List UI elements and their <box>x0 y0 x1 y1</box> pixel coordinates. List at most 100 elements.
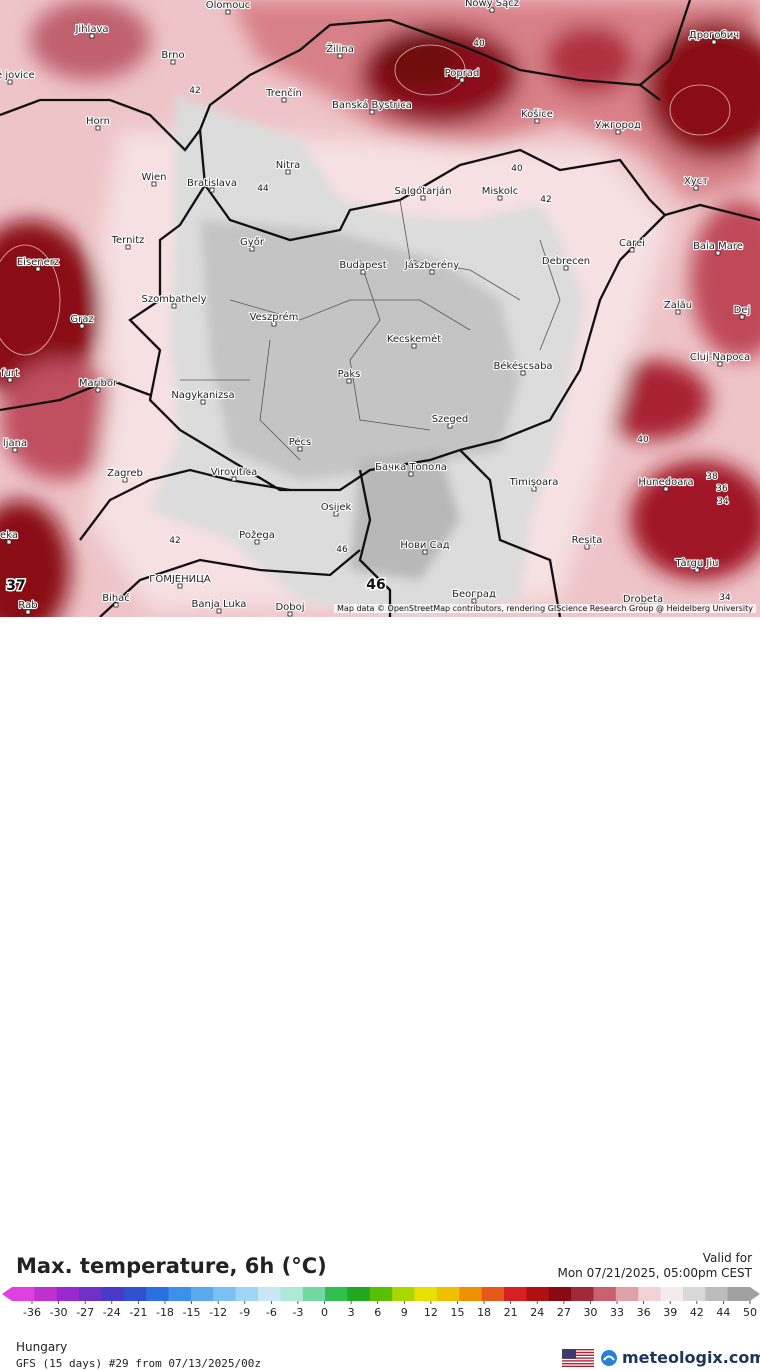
isotherm-label: 38 <box>706 472 718 482</box>
city-marker <box>447 423 453 429</box>
city-marker <box>7 377 13 383</box>
city-marker <box>360 269 366 275</box>
city-label: Banská Bystrica <box>332 99 412 111</box>
color-swatch <box>213 1287 237 1301</box>
color-swatch <box>571 1287 594 1301</box>
city-marker <box>25 609 31 615</box>
city-marker <box>151 181 157 187</box>
city-label: Bihać <box>102 592 130 604</box>
city-marker <box>497 195 503 201</box>
color-swatch <box>369 1287 393 1301</box>
temperature-map[interactable]: Olomouc Jihlava Brno Žilina Nowy Sącz Poprad Д… <box>0 0 760 617</box>
color-swatch <box>414 1287 438 1301</box>
us-flag-icon[interactable] <box>562 1349 594 1367</box>
scale-tick-label: 0 <box>321 1306 328 1319</box>
city-marker <box>216 608 222 614</box>
city-marker <box>297 446 303 452</box>
city-label: Ternitz <box>111 235 145 246</box>
city-label: Хуст <box>684 176 708 187</box>
city-marker <box>281 97 287 103</box>
scale-tick-label: 39 <box>663 1306 677 1319</box>
city-label: Virovitica <box>211 467 257 478</box>
city-marker <box>89 33 95 39</box>
city-label: Nowy Sącz <box>465 0 519 9</box>
city-marker <box>12 447 18 453</box>
isotherm-label: 42 <box>169 536 180 546</box>
city-label: Carei <box>619 238 645 249</box>
city-marker <box>369 109 375 115</box>
city-label: Požega <box>239 529 275 541</box>
city-label: Eisenerz <box>17 257 59 268</box>
color-swatch <box>146 1287 170 1301</box>
scale-min-arrow <box>2 1287 12 1301</box>
city-marker <box>7 79 13 85</box>
city-label: Paks <box>338 369 361 380</box>
color-swatch <box>123 1287 147 1301</box>
city-label: Graz <box>70 314 93 325</box>
city-label: Horn <box>86 116 110 127</box>
city-marker <box>209 187 215 193</box>
brand-logo[interactable]: meteologix.com <box>600 1348 760 1367</box>
city-label: Osijek <box>321 502 352 513</box>
map-canvas: Olomouc Jihlava Brno Žilina Nowy Sącz Poprad Д… <box>0 0 760 617</box>
model-run: GFS (15 days) #29 from 07/13/2025/00z <box>16 1357 262 1370</box>
county-borders <box>180 199 561 461</box>
scale-tick-label: 24 <box>530 1306 544 1319</box>
city-label: Olomouc <box>206 0 250 11</box>
city-marker <box>711 39 717 45</box>
city-marker <box>287 611 293 617</box>
valid-time: Mon 07/21/2025, 05:00pm CEST <box>557 1266 752 1280</box>
city-marker <box>584 544 590 550</box>
city-marker <box>471 598 477 604</box>
grey-basin <box>150 95 585 617</box>
city-marker <box>177 583 183 589</box>
city-marker <box>663 486 669 492</box>
meteologix-logo-icon <box>601 1349 617 1366</box>
city-label: Debrecen <box>542 256 590 267</box>
city-marker <box>254 539 260 545</box>
city-marker <box>534 118 540 124</box>
city-marker <box>337 53 343 59</box>
city-label: Нови Сад <box>400 540 449 551</box>
scale-tick-label: -3 <box>292 1306 303 1319</box>
city-marker <box>122 477 128 483</box>
city-marker <box>95 387 101 393</box>
scale-tick-label: 18 <box>477 1306 491 1319</box>
color-swatch <box>660 1287 684 1301</box>
city-label: ljana <box>3 438 27 449</box>
city-label: Târgu Jiu <box>675 557 719 569</box>
region-name: Hungary <box>16 1340 68 1354</box>
scale-tick-label: -12 <box>209 1306 227 1319</box>
isotherm-label: 34 <box>719 593 731 603</box>
isotherm-label: 40 <box>511 164 523 174</box>
legend-footer: Max. temperature, 6h (°C) Valid for Mon … <box>0 617 760 1370</box>
color-swatch <box>682 1287 706 1301</box>
city-marker <box>693 185 699 191</box>
city-label: Wien <box>142 172 167 183</box>
map-attribution[interactable]: Map data © OpenStreetMap contributors, r… <box>334 604 756 613</box>
color-scale-ticks: -36 -30 -27 -24 -21 -18 -15 -12 -9 -6 -3 0 3 6 9 12 15 18… <box>23 1301 757 1319</box>
scale-tick-label: -24 <box>103 1306 121 1319</box>
scale-tick-label: 3 <box>348 1306 355 1319</box>
brand-text: meteologix.com <box>622 1348 760 1367</box>
color-swatch <box>481 1287 505 1301</box>
isotherm-label: 46 <box>366 577 385 593</box>
scale-tick-label: 15 <box>450 1306 464 1319</box>
city-label: Timișoara <box>509 477 559 488</box>
city-marker <box>35 266 41 272</box>
city-label: Salgótarján <box>394 185 451 197</box>
city-marker <box>411 343 417 349</box>
scale-tick-label: 12 <box>424 1306 438 1319</box>
city-label: Ужгород <box>595 120 641 131</box>
city-marker <box>125 244 131 250</box>
isotherm-label: 37 <box>6 578 25 594</box>
color-swatch <box>56 1287 80 1301</box>
city-label: Cluj-Napoca <box>690 352 750 363</box>
scale-tick-label: 6 <box>374 1306 381 1319</box>
scale-tick-label: 27 <box>557 1306 571 1319</box>
city-marker <box>225 9 231 15</box>
city-label: eka <box>0 530 18 541</box>
isotherm-label: 36 <box>716 484 728 494</box>
city-label: Pécs <box>289 436 312 448</box>
scale-tick-label: 33 <box>610 1306 624 1319</box>
